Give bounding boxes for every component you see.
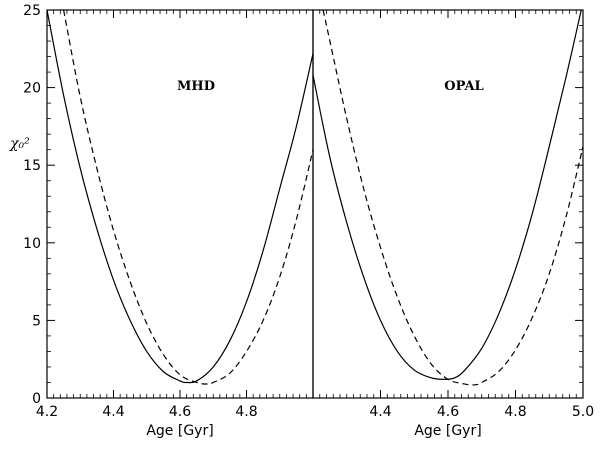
x-tick-label: 4.2 [36, 404, 58, 420]
panel-title: MHD [177, 79, 215, 94]
y-tick-label: 0 [32, 391, 41, 407]
plot-frame [312, 9, 584, 399]
x-tick-label: 5.0 [572, 404, 594, 420]
plot-frame [46, 9, 314, 399]
series-group [313, 10, 583, 386]
y-tick-label: 20 [23, 81, 41, 97]
series-group [47, 10, 313, 385]
x-tick-label: 4.6 [437, 404, 459, 420]
y-tick-label: 10 [23, 236, 41, 252]
panel-title: OPAL [444, 79, 483, 94]
x-axis-title: Age [Gyr] [146, 423, 213, 439]
series-line-dashed [63, 10, 313, 385]
x-axis-title: Age [Gyr] [414, 423, 481, 439]
x-tick-label: 4.4 [369, 404, 391, 420]
y-tick-label: 5 [32, 313, 41, 329]
y-axis-title: χ₀² [9, 136, 30, 152]
y-tick-label: 15 [23, 158, 41, 174]
x-tick-label: 4.8 [504, 404, 526, 420]
panel-mhd: 4.2 4.4 4.6 4.8 0 5 10 15 20 25 MHD Age [Gyr] [23, 3, 314, 439]
x-tick-label: 4.8 [235, 404, 257, 420]
series-line-solid [313, 10, 582, 380]
series-line-dashed [322, 10, 583, 386]
y-axis-title-text: χ₀² [9, 136, 30, 152]
y-tick-label: 25 [23, 3, 41, 19]
series-line-solid [47, 10, 313, 384]
panel-opal: 4.4 4.6 4.8 5.0 OPAL Age [Gyr] [312, 9, 594, 439]
x-tick-label: 4.4 [102, 404, 124, 420]
x-tick-label: 4.6 [169, 404, 191, 420]
